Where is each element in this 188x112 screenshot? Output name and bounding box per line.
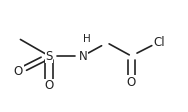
Text: N: N — [78, 50, 87, 62]
Text: Cl: Cl — [153, 36, 165, 49]
Text: S: S — [45, 50, 53, 62]
Text: H: H — [83, 34, 90, 44]
Text: O: O — [45, 79, 54, 92]
Text: O: O — [127, 76, 136, 89]
Text: O: O — [14, 65, 23, 78]
